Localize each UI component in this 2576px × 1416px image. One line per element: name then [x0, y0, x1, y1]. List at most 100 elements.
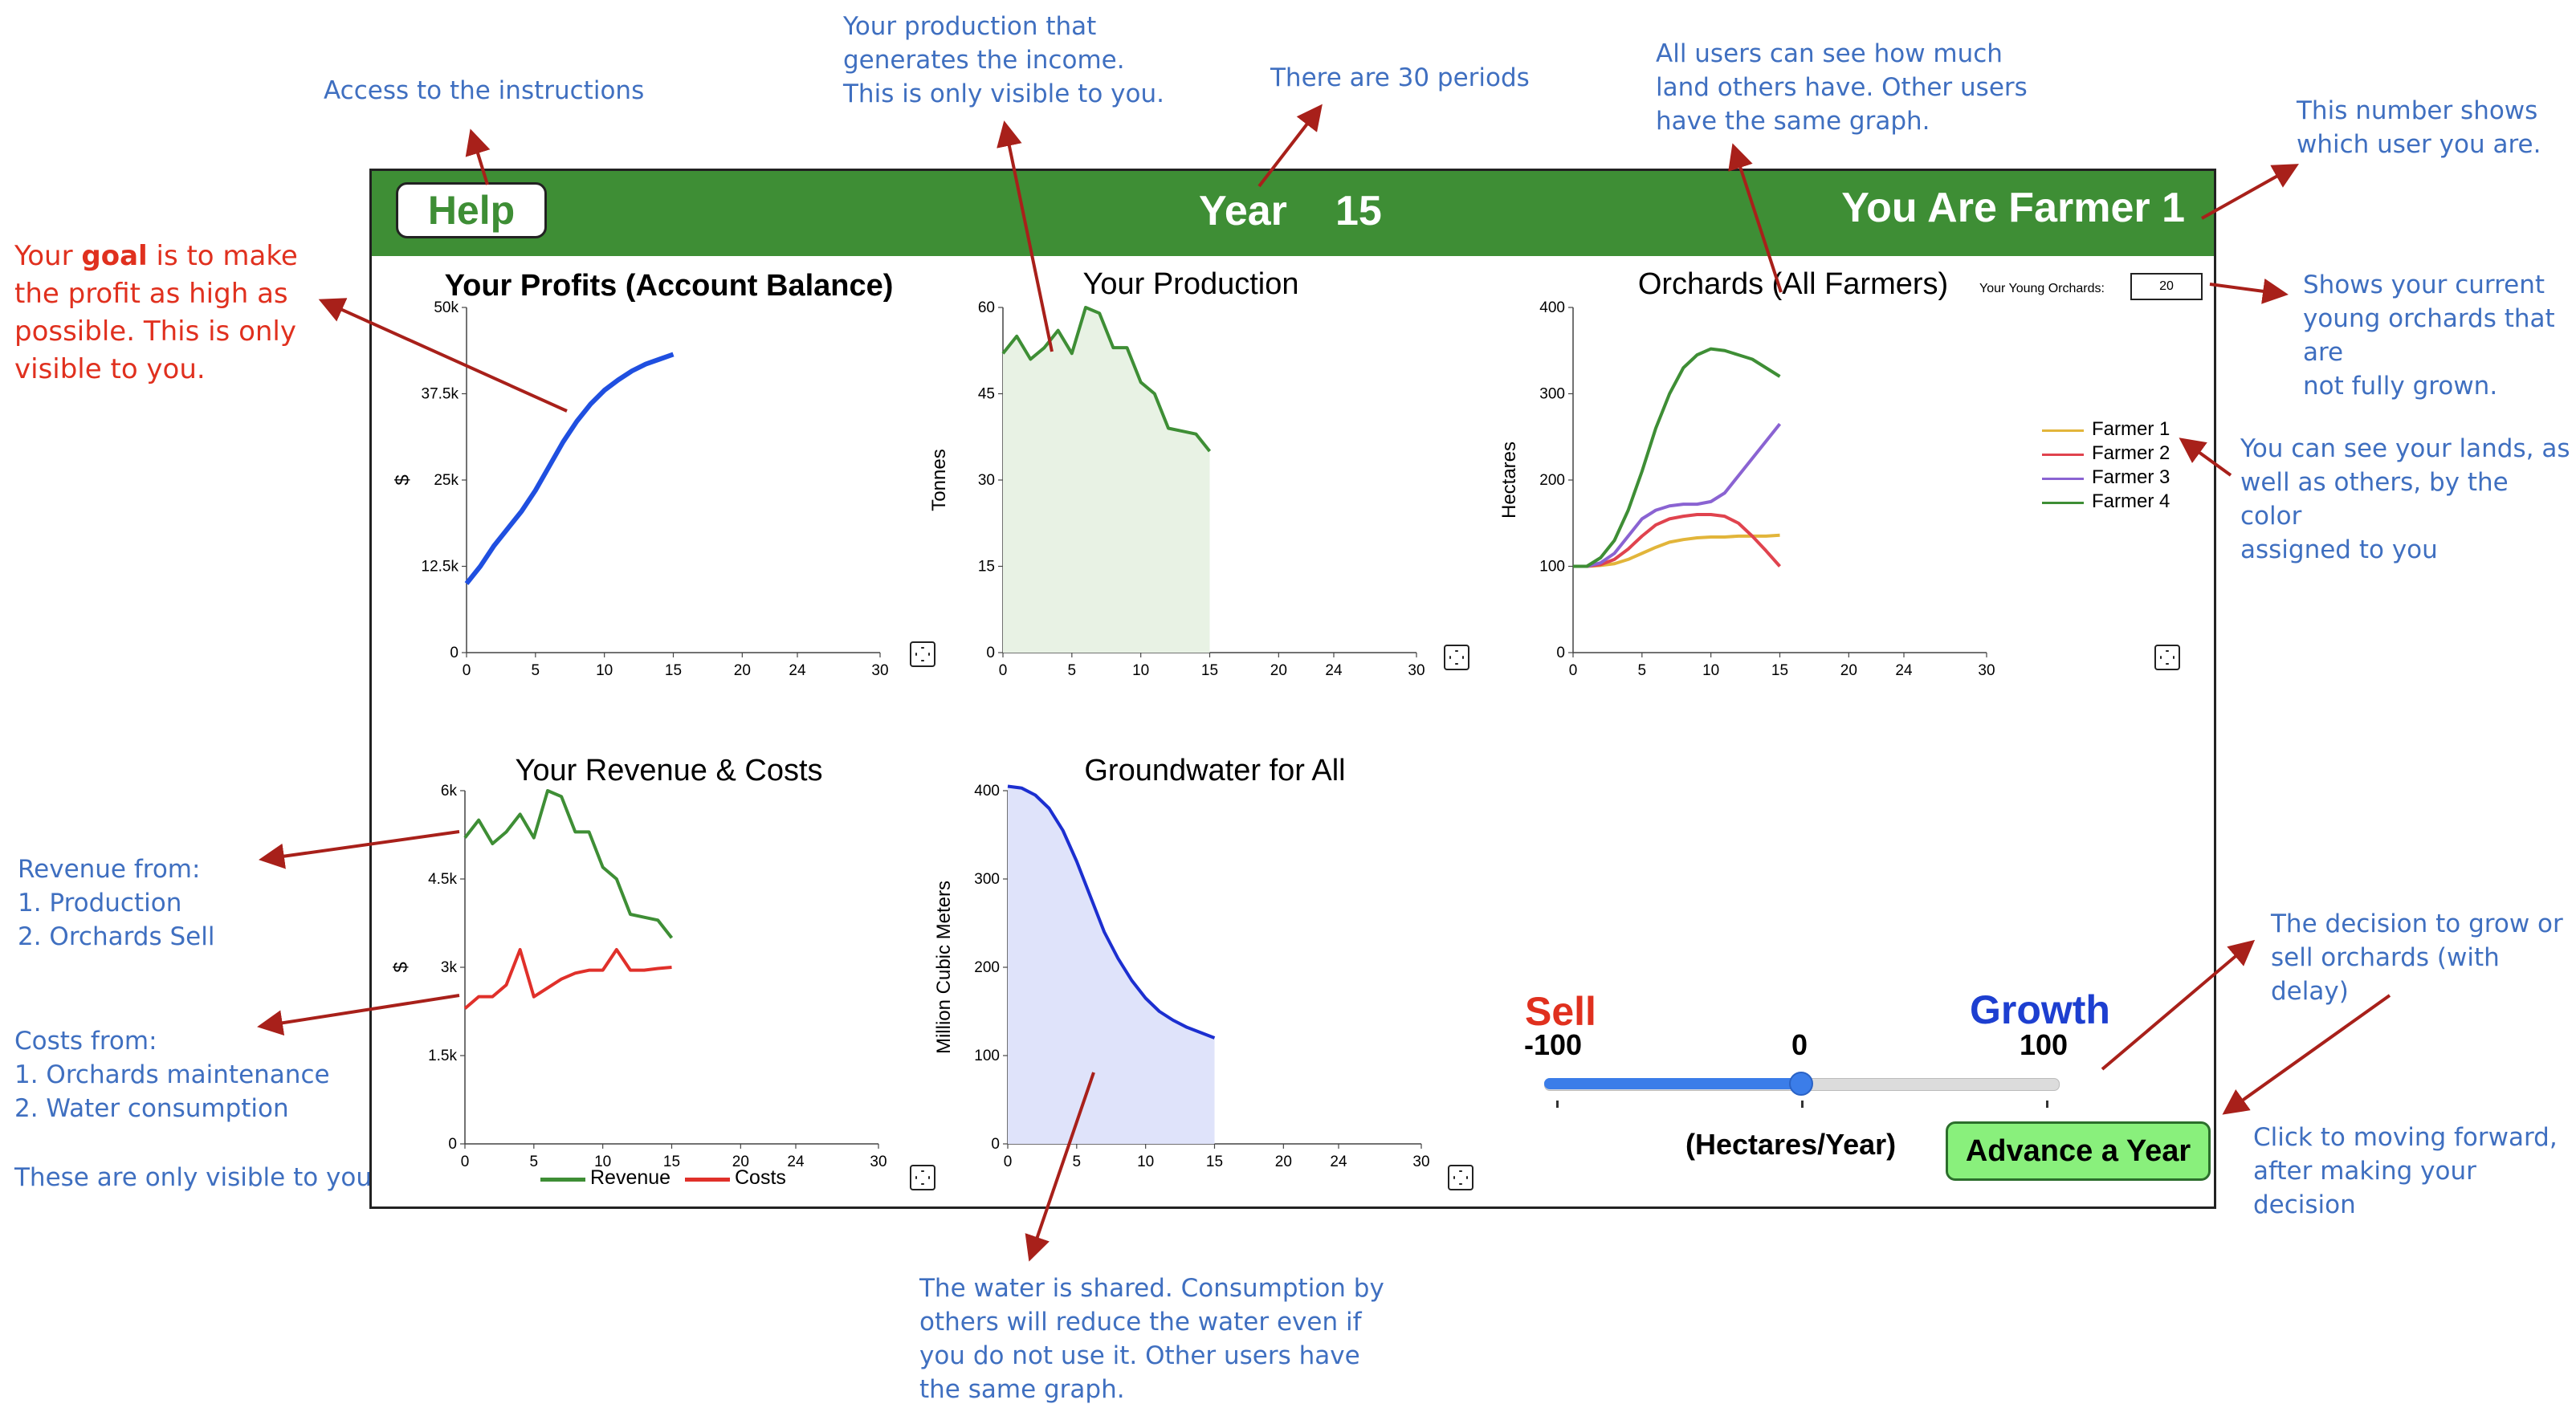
year-label: Year	[1199, 188, 1287, 234]
orchards-x-tick-label: 10	[1702, 662, 1719, 679]
sell-label: Sell	[1525, 989, 1596, 1034]
revenue-y-tick-label: 1.5k	[428, 1048, 457, 1064]
orchards-fullscreen-icon[interactable]	[2154, 645, 2180, 670]
growth-label: Growth	[1970, 987, 2110, 1032]
app-window: Help Year 15 You Are Farmer 1 Your Profi…	[369, 169, 2216, 1209]
profits-chart-title: Your Profits (Account Balance)	[444, 269, 894, 303]
orchards-x-tick-label: 24	[1895, 662, 1913, 679]
groundwater-x-tick-label: 24	[1330, 1154, 1347, 1170]
help-button[interactable]: Help	[396, 182, 547, 238]
orchards-x-tick-label: 30	[1978, 662, 1995, 679]
groundwater-chart-title: Groundwater for All	[1084, 754, 1346, 787]
advance-year-button[interactable]: Advance a Year	[1946, 1121, 2211, 1181]
legend-revenue: Revenue	[590, 1166, 671, 1189]
note-visible: These are only visible to you.	[14, 1163, 380, 1192]
orchards-y-tick-label: 200	[1539, 472, 1565, 489]
revenue-series-costs	[463, 948, 672, 1010]
groundwater-fullscreen-icon[interactable]	[1448, 1165, 1473, 1190]
note-production: Your production that generates the incom…	[843, 12, 1164, 108]
legend-farmer1: Farmer 1	[2092, 418, 2170, 440]
legend-swatch-farmer2	[2042, 454, 2084, 456]
profits-y-tick-label: 12.5k	[422, 559, 459, 576]
groundwater-x-tick-label: 30	[1412, 1154, 1429, 1170]
note-land: All users can see how much land others h…	[1656, 39, 2028, 136]
decision-slider-fill	[1544, 1078, 1801, 1089]
young-orchards-label: Your Young Orchards:	[1979, 282, 2105, 295]
profits-x-tick-label: 0	[463, 662, 471, 679]
production-x-tick-label: 0	[999, 662, 1008, 679]
production-area	[1003, 307, 1210, 653]
revenue-x-tick-label: 30	[870, 1154, 887, 1170]
profits-series-line	[464, 352, 675, 585]
legend-costs: Costs	[735, 1166, 786, 1189]
note-lands: You can see your lands, as well as other…	[2240, 434, 2570, 564]
production-y-tick-label: 15	[978, 559, 995, 576]
revenue-costs-chart-title: Your Revenue & Costs	[515, 754, 823, 787]
groundwater-x-tick-label: 20	[1275, 1154, 1292, 1170]
production-x-tick-label: 5	[1068, 662, 1077, 679]
profits-x-tick-label: 30	[871, 662, 888, 679]
groundwater-y-axis-label: Million Cubic Meters	[933, 881, 955, 1054]
revenue-x-tick-label: 15	[663, 1154, 680, 1170]
groundwater-y-tick-label: 200	[974, 959, 1000, 976]
arrow-advance	[2222, 994, 2391, 1115]
slider-min-label: -100	[1524, 1028, 1583, 1061]
profits-y-tick-label: 0	[450, 645, 459, 661]
production-y-tick-label: 45	[978, 386, 995, 403]
legend-swatch-farmer4	[2042, 502, 2084, 504]
revenue-y-tick-label: 4.5k	[428, 871, 457, 888]
farmer-title: You Are Farmer 1	[1841, 185, 2185, 231]
note-young-orchards: Shows your current young orchards that a…	[2303, 271, 2555, 401]
decision-slider-thumb[interactable]	[1789, 1072, 1813, 1096]
note-decision: The decision to grow or sell orchards (w…	[2271, 909, 2563, 1006]
orchards-x-tick-label: 0	[1569, 662, 1578, 679]
note-advance: Click to moving forward, after making yo…	[2253, 1123, 2558, 1219]
groundwater-x-tick-label: 5	[1073, 1154, 1082, 1170]
production-y-axis-label: Tonnes	[928, 449, 950, 511]
production-x-tick-label: 30	[1408, 662, 1425, 679]
legend-swatch-costs	[685, 1178, 730, 1182]
production-fullscreen-icon[interactable]	[1444, 645, 1469, 670]
note-periods: There are 30 periods	[1270, 63, 1530, 92]
groundwater-y-tick-label: 100	[974, 1048, 1000, 1064]
production-y-tick-label: 60	[978, 299, 995, 316]
revenue-y-tick-label: 3k	[441, 959, 458, 976]
young-orchards-field[interactable]	[2130, 273, 2203, 300]
production-x-tick-label: 20	[1270, 662, 1287, 679]
orchards-y-tick-label: 0	[1556, 645, 1565, 661]
groundwater-x-tick-label: 0	[1004, 1154, 1013, 1170]
groundwater-area	[1008, 786, 1215, 1144]
profits-x-tick-label: 24	[789, 662, 806, 679]
revenue-y-axis-label: $	[390, 962, 412, 972]
legend-farmer2: Farmer 2	[2092, 442, 2170, 464]
revenue-x-tick-label: 0	[461, 1154, 470, 1170]
profits-x-tick-label: 5	[532, 662, 540, 679]
production-x-tick-label: 10	[1132, 662, 1149, 679]
profits-fullscreen-icon[interactable]	[910, 641, 935, 667]
revenue-x-tick-label: 24	[787, 1154, 805, 1170]
orchards-x-tick-label: 20	[1840, 662, 1857, 679]
orchards-series-farmer-4	[1573, 347, 1781, 568]
slider-mid-label: 0	[1791, 1028, 1808, 1061]
orchards-series-farmer-3	[1573, 422, 1782, 568]
orchards-y-axis-label: Hectares	[1498, 441, 1520, 519]
orchards-x-tick-label: 5	[1638, 662, 1647, 679]
orchards-chart-title: Orchards (All Farmers)	[1637, 267, 1949, 301]
legend-farmer4: Farmer 4	[2092, 490, 2170, 512]
slider-tick-min	[1556, 1101, 1559, 1108]
revenue-y-tick-label: 6k	[441, 783, 458, 800]
production-series-line	[1001, 306, 1212, 453]
revenue-y-tick-label: 0	[448, 1136, 457, 1153]
note-goal: Your goal is to make the profit as high …	[14, 240, 298, 385]
profits-x-tick-label: 15	[665, 662, 682, 679]
revenue-x-tick-label: 5	[530, 1154, 539, 1170]
revenue-fullscreen-icon[interactable]	[910, 1165, 935, 1190]
revenue-x-tick-label: 10	[594, 1154, 611, 1170]
groundwater-y-tick-label: 400	[974, 783, 1000, 800]
note-revenue: Revenue from: 1. Production 2. Orchards …	[18, 855, 215, 951]
orchards-series-farmer-1	[1573, 533, 1780, 568]
groundwater-x-tick-label: 10	[1137, 1154, 1154, 1170]
note-user: This number shows which user you are.	[2297, 96, 2541, 159]
production-x-tick-label: 24	[1325, 662, 1343, 679]
